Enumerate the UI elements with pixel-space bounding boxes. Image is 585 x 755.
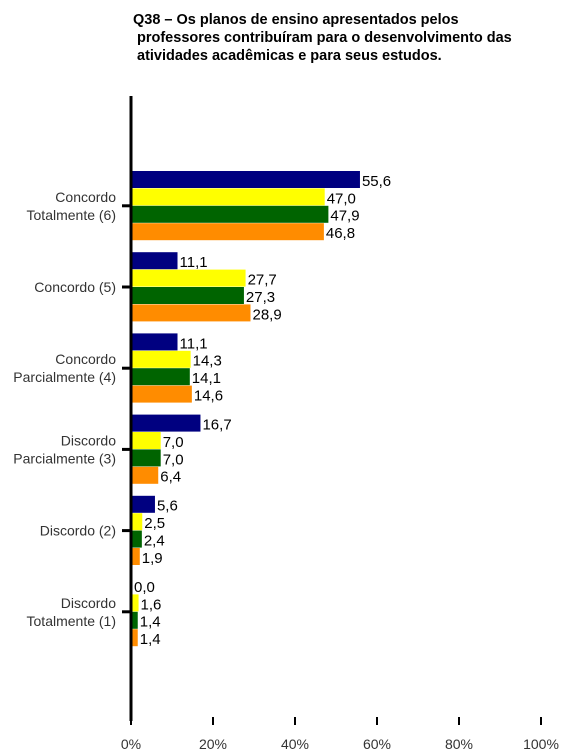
data-label: 11,1 [180,335,208,352]
category-label: Discordo [61,595,116,611]
data-label: 7,0 [163,434,184,451]
data-label: 47,0 [327,190,356,207]
bar [132,495,155,513]
bar [132,629,138,647]
chart-title: Q38 – Os planos de ensino apresentados p… [133,12,512,64]
data-label: 2,5 [144,515,165,532]
bar [132,385,192,403]
data-label: 1,6 [141,596,162,613]
bar [132,414,201,432]
data-label: 55,6 [362,173,391,190]
bar [132,350,191,368]
category-label: Totalmente (1) [27,613,116,629]
category-label: Concordo [55,351,116,367]
chart-title-line: Q38 – Os planos de ensino apresentados p… [133,12,459,28]
bar [132,333,178,351]
category-label: Parcialmente (4) [13,369,116,385]
data-label: 28,9 [252,306,281,323]
data-label: 1,4 [140,631,161,648]
data-label: 0,0 [134,579,155,596]
chart-title-line: atividades acadêmicas e para seus estudo… [137,48,442,64]
category-label: Totalmente (6) [27,207,116,223]
bar [132,269,246,287]
bar [132,611,138,629]
x-tick-label: 0% [121,736,141,752]
data-label: 11,1 [180,254,208,271]
x-tick-label: 100% [523,736,559,752]
data-label: 47,9 [330,208,359,225]
data-label: 14,1 [192,370,221,387]
bar [132,171,360,188]
category-labels: Concordo Totalmente (6) Concordo (5) Concor… [13,189,116,629]
bar [132,252,178,270]
bar [132,188,325,206]
category-label: Concordo (5) [34,279,116,295]
data-label: 6,4 [160,469,181,486]
bar [132,449,161,467]
data-label: 1,9 [142,550,163,567]
data-label: 16,7 [202,417,231,434]
data-label: 46,8 [326,225,355,242]
x-tick-label: 80% [445,736,473,752]
x-tick-label: 40% [281,736,309,752]
x-tick-label: 60% [363,736,391,752]
data-label: 1,4 [140,614,161,631]
category-label: Discordo (2) [40,523,116,539]
bar [132,205,329,223]
bar [132,513,143,531]
bar [132,287,244,304]
category-label: Discordo [61,432,116,448]
bar [132,304,251,322]
bars [132,171,360,647]
category-label: Parcialmente (3) [13,450,116,466]
data-label: 7,0 [163,451,184,468]
bar [132,530,142,548]
data-label: 14,6 [194,388,223,405]
data-label: 27,3 [246,289,275,306]
data-label: 14,3 [193,353,222,370]
bar [132,432,161,449]
chart-title-line: professores contribuíram para o desenvol… [137,30,512,46]
category-label: Concordo [55,189,116,205]
data-label: 27,7 [248,272,277,289]
data-label: 5,6 [157,498,178,515]
bar [132,594,139,612]
bar [132,368,190,386]
bar [132,223,324,241]
x-tick-label: 20% [199,736,227,752]
data-label: 2,4 [144,533,165,550]
bar [132,466,159,484]
bar [132,548,140,565]
value-labels: 55,647,047,946,811,127,727,328,911,114,3… [134,173,391,648]
axes: 0% 20% 40% 60% 80% 100% [121,96,559,752]
